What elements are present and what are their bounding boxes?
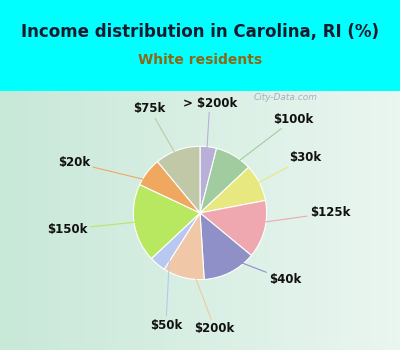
Text: $150k: $150k	[48, 220, 154, 236]
Text: $30k: $30k	[242, 151, 322, 191]
Wedge shape	[133, 184, 200, 259]
Wedge shape	[164, 213, 204, 280]
Text: $20k: $20k	[58, 156, 163, 184]
Wedge shape	[140, 162, 200, 213]
Text: $40k: $40k	[222, 255, 301, 286]
Wedge shape	[158, 146, 200, 213]
Text: > $200k: > $200k	[183, 97, 237, 166]
Text: $200k: $200k	[188, 259, 235, 335]
Text: $50k: $50k	[150, 249, 182, 331]
Wedge shape	[200, 167, 266, 213]
Text: $125k: $125k	[246, 206, 350, 225]
Text: City-Data.com: City-Data.com	[254, 93, 318, 101]
Wedge shape	[200, 201, 267, 256]
Text: $75k: $75k	[134, 103, 184, 169]
Wedge shape	[200, 146, 216, 213]
Wedge shape	[200, 213, 251, 279]
Text: Income distribution in Carolina, RI (%): Income distribution in Carolina, RI (%)	[21, 22, 379, 41]
Wedge shape	[200, 148, 248, 213]
Text: $100k: $100k	[224, 113, 314, 172]
Text: White residents: White residents	[138, 52, 262, 66]
Wedge shape	[152, 213, 200, 269]
